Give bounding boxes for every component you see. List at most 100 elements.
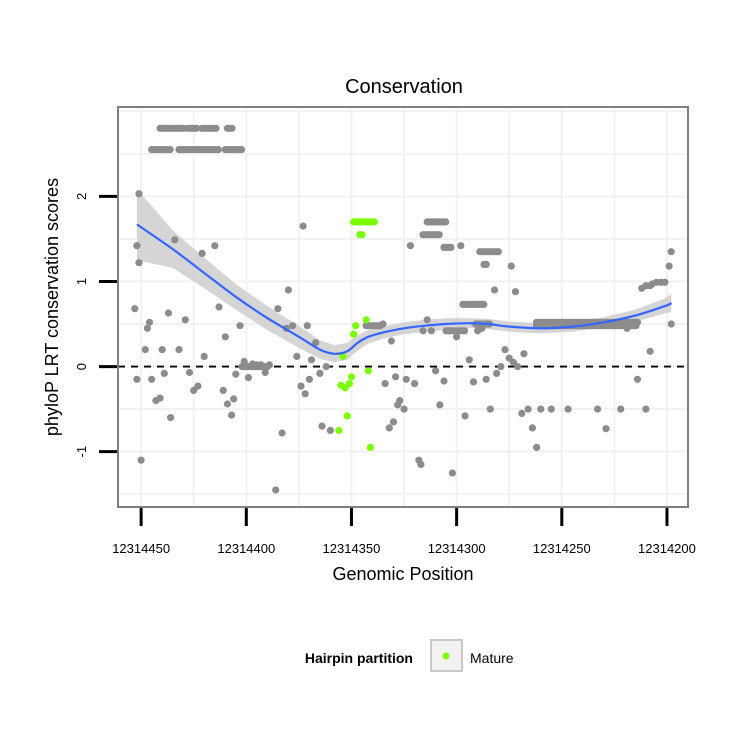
point-other bbox=[457, 242, 465, 250]
plot-panel-border bbox=[117, 106, 689, 508]
point-other bbox=[594, 405, 602, 413]
point-other bbox=[406, 242, 414, 250]
legend: Hairpin partition Mature bbox=[305, 639, 514, 672]
point-other bbox=[131, 305, 139, 313]
point-other bbox=[198, 249, 206, 257]
point-other bbox=[219, 386, 227, 394]
point-other bbox=[486, 405, 494, 413]
point-other bbox=[261, 368, 269, 377]
point-other bbox=[214, 146, 222, 154]
y-tick-label: 1 bbox=[74, 278, 89, 285]
point-other bbox=[305, 375, 313, 383]
point-other bbox=[223, 400, 231, 408]
point-other bbox=[646, 347, 654, 355]
y-tick-label: 0 bbox=[74, 363, 89, 370]
point-other bbox=[185, 368, 194, 377]
point-other bbox=[141, 346, 149, 354]
point-other bbox=[564, 405, 572, 413]
point-other bbox=[520, 350, 528, 358]
point-other bbox=[547, 405, 555, 413]
point-other bbox=[442, 218, 450, 226]
x-axis-label: Genomic Position bbox=[332, 564, 473, 584]
point-other bbox=[160, 369, 168, 377]
point-other bbox=[326, 426, 334, 434]
point-mature bbox=[358, 231, 366, 239]
legend-key-mature bbox=[442, 652, 450, 660]
x-tick-label: 12314400 bbox=[217, 541, 275, 556]
point-other bbox=[469, 378, 478, 386]
point-other bbox=[164, 309, 173, 317]
point-other bbox=[167, 414, 175, 422]
plot-panel bbox=[118, 107, 688, 507]
point-other bbox=[490, 286, 499, 294]
point-other bbox=[501, 346, 509, 354]
point-other bbox=[232, 370, 240, 378]
point-other bbox=[602, 425, 610, 433]
point-other bbox=[312, 339, 320, 347]
point-other bbox=[272, 486, 280, 494]
point-other bbox=[617, 405, 625, 413]
point-other bbox=[665, 262, 673, 270]
point-other bbox=[417, 460, 425, 468]
mature-points bbox=[335, 218, 378, 451]
point-other bbox=[385, 424, 393, 432]
x-tick-label: 12314350 bbox=[323, 541, 381, 556]
legend-label-mature: Mature bbox=[470, 650, 514, 666]
point-other bbox=[278, 429, 286, 437]
point-other bbox=[215, 303, 223, 311]
point-other bbox=[387, 337, 395, 345]
point-other bbox=[175, 346, 183, 354]
other-points bbox=[131, 124, 675, 494]
point-mature bbox=[337, 381, 345, 389]
y-axis: -1 0 1 2 bbox=[74, 193, 117, 458]
point-other bbox=[453, 333, 461, 341]
x-tick-label: 12314300 bbox=[428, 541, 486, 556]
point-other bbox=[400, 405, 408, 413]
point-other bbox=[137, 456, 145, 464]
point-other bbox=[289, 322, 297, 330]
point-other bbox=[143, 324, 151, 332]
point-other bbox=[158, 346, 166, 354]
point-mature bbox=[352, 322, 360, 330]
x-tick-label: 12314250 bbox=[533, 541, 591, 556]
point-mature bbox=[362, 316, 370, 324]
point-other bbox=[432, 367, 440, 375]
point-other bbox=[244, 374, 252, 382]
point-other bbox=[518, 409, 526, 417]
point-other bbox=[156, 394, 164, 402]
point-other bbox=[524, 405, 532, 413]
point-other bbox=[274, 305, 282, 313]
point-other bbox=[381, 380, 389, 388]
point-other bbox=[440, 377, 448, 385]
point-other bbox=[461, 412, 469, 420]
point-other bbox=[230, 395, 238, 403]
point-mature bbox=[364, 367, 372, 375]
point-other bbox=[193, 124, 201, 132]
point-other bbox=[494, 248, 502, 256]
point-other bbox=[667, 320, 675, 328]
point-other bbox=[221, 333, 229, 341]
y-tick-label: 2 bbox=[74, 193, 89, 200]
point-other bbox=[642, 405, 650, 413]
point-other bbox=[307, 356, 316, 364]
point-other bbox=[322, 363, 330, 371]
x-tick-label: 12314450 bbox=[112, 541, 170, 556]
point-other bbox=[181, 316, 189, 324]
point-mature bbox=[343, 412, 351, 420]
point-other bbox=[236, 322, 244, 330]
point-other bbox=[482, 260, 490, 268]
smooth-line bbox=[136, 223, 673, 355]
point-other bbox=[423, 316, 431, 324]
point-other bbox=[537, 405, 545, 413]
point-other bbox=[667, 248, 675, 256]
y-tick-label: -1 bbox=[74, 446, 89, 458]
point-other bbox=[135, 190, 143, 198]
point-other bbox=[461, 327, 469, 335]
point-other bbox=[402, 375, 410, 383]
point-other bbox=[389, 418, 398, 426]
point-other bbox=[533, 443, 541, 451]
point-other bbox=[638, 284, 646, 292]
point-other bbox=[376, 322, 384, 330]
point-other bbox=[301, 390, 309, 398]
